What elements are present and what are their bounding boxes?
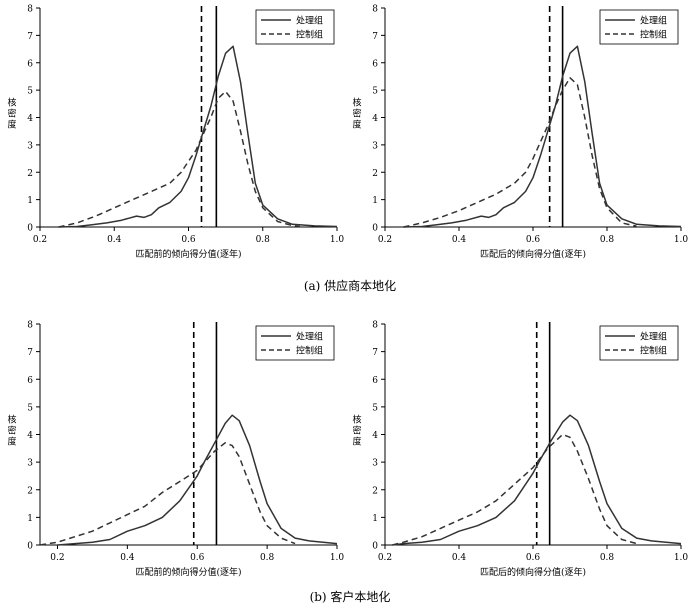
x-tick-label: 1.0 [674,235,689,245]
legend-label: 控制组 [296,345,323,357]
y-tick-label: 3 [372,141,378,151]
y-tick-label: 2 [27,486,33,496]
series-line-treatment [57,414,338,546]
y-tick-label: 3 [372,459,378,469]
y-tick-label: 0 [27,224,33,234]
x-tick-label: 0.2 [378,235,392,245]
y-tick-label: 1 [27,196,33,206]
y-tick-label: 0 [27,542,33,552]
legend-box [255,325,335,361]
y-tick-label: 4 [27,431,33,441]
y-tick-label: 7 [372,32,378,42]
y-axis-label: 核密度 [7,414,16,448]
x-axis-label: 匹配前的倾向得分值(逐年) [135,248,241,260]
x-tick-label: 0.4 [452,553,467,563]
x-tick-label: 0.8 [256,235,271,245]
legend-label: 处理组 [296,15,323,27]
y-axis-label: 核密度 [352,97,361,131]
x-tick-label: 0.6 [526,553,541,563]
y-tick-label: 5 [27,87,33,97]
x-axis-label: 匹配后的倾向得分值(逐年) [480,566,586,578]
y-tick-label: 8 [27,321,33,331]
x-axis-label: 匹配后的倾向得分值(逐年) [480,248,586,260]
y-tick-label: 7 [27,32,33,42]
x-tick-label: 0.2 [378,553,392,563]
x-tick-label: 0.2 [50,553,64,563]
y-tick-label: 8 [27,5,33,15]
legend-box [599,325,679,361]
series-line-control [403,77,637,228]
legend-label: 处理组 [640,15,667,27]
x-tick-label: 0.8 [600,235,615,245]
series-line-control [392,433,637,546]
y-tick-label: 8 [372,321,378,331]
y-tick-label: 6 [372,376,378,386]
x-tick-label: 1.0 [330,553,345,563]
series-line-treatment [392,414,682,546]
y-tick-label: 6 [372,59,378,69]
x-tick-label: 0.4 [120,553,135,563]
y-tick-label: 2 [27,169,33,179]
y-tick-label: 4 [372,431,378,441]
y-axis-label: 核密度 [7,97,16,131]
y-tick-label: 1 [372,196,378,206]
legend-label: 控制组 [640,345,667,357]
x-tick-label: 0.4 [107,235,122,245]
y-tick-label: 6 [27,59,33,69]
x-tick-label: 0.8 [600,553,615,563]
y-tick-label: 0 [372,224,378,234]
y-tick-label: 4 [372,114,378,124]
caption-a: (a) 供应商本地化 [303,279,397,293]
chart-panel-a-left: 0 1 2 3 4 5 6 7 8 0.2 0.4 0.6 0.8 1.0 匹配前的倾向得分值(逐年) 核密度… [7,5,344,261]
chart-panel-b-right: 0 1 2 3 4 5 6 7 8 0.2 0.4 0.6 0.8 1.0 匹配后的倾向得分值(逐年) 核密度… [352,321,688,579]
legend-label: 处理组 [296,331,323,343]
x-tick-label: 0.4 [452,235,467,245]
series-line-treatment [58,45,338,228]
series-line-treatment [403,45,682,228]
legend-label: 控制组 [640,29,667,41]
caption-b: (b) 客户本地化 [309,590,391,604]
x-tick-label: 0.6 [190,553,205,563]
y-tick-label: 2 [372,486,378,496]
x-tick-label: 0.6 [181,235,196,245]
y-tick-label: 7 [372,348,378,358]
x-tick-label: 1.0 [330,235,345,245]
x-tick-label: 0.6 [526,235,541,245]
y-tick-label: 3 [27,141,33,151]
y-tick-label: 3 [27,459,33,469]
y-tick-label: 6 [27,376,33,386]
y-tick-label: 7 [27,348,33,358]
x-tick-label: 1.0 [674,553,689,563]
y-tick-label: 8 [372,5,378,15]
chart-panel-a-right: 0 1 2 3 4 5 6 7 8 0.2 0.4 0.6 0.8 1.0 匹配后的倾向得分值(逐年) 核密度… [352,5,688,261]
legend-label: 处理组 [640,331,667,343]
y-tick-label: 5 [372,87,378,97]
series-line-control [39,442,296,546]
y-tick-label: 5 [27,403,33,413]
series-line-control [58,90,300,228]
y-axis-label: 核密度 [352,414,361,448]
y-tick-label: 2 [372,169,378,179]
legend-label: 控制组 [296,29,323,41]
chart-panel-b-left: 0 1 2 3 4 5 6 7 8 0.2 0.4 0.6 0.8 1.0 匹配前的倾向得分值(逐年) 核密度… [7,321,344,579]
y-tick-label: 0 [372,542,378,552]
x-tick-label: 0.2 [33,235,47,245]
y-tick-label: 4 [27,114,33,124]
x-axis-label: 匹配前的倾向得分值(逐年) [135,566,241,578]
y-tick-label: 5 [372,403,378,413]
legend-box [255,9,335,45]
y-tick-label: 1 [372,514,378,524]
x-tick-label: 0.8 [260,553,275,563]
legend-box [599,9,679,45]
y-tick-label: 1 [27,514,33,524]
